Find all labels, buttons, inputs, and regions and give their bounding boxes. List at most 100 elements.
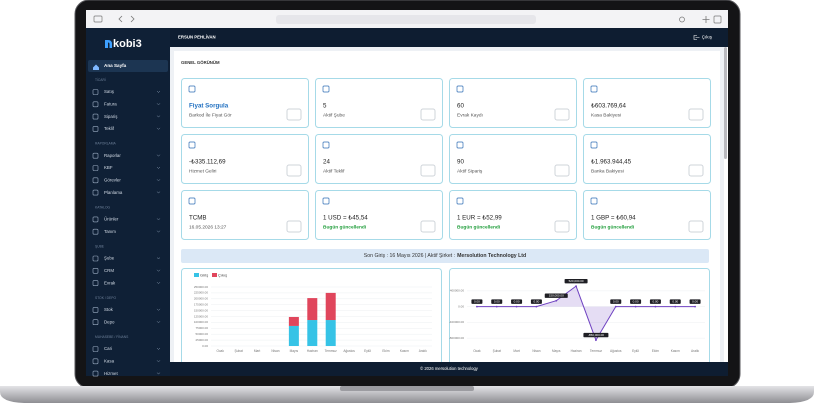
- sidebar-item[interactable]: KBF: [104, 165, 113, 170]
- x-tick-label: Aralık: [419, 349, 428, 353]
- x-tick-label: Ekim: [382, 349, 389, 353]
- line: [476, 285, 696, 342]
- card-label: Bugün güncellendi: [323, 224, 366, 230]
- card-value: 24: [323, 159, 330, 166]
- y-tick-label: 100000.00: [194, 320, 209, 324]
- sidebar-item[interactable]: Hizmet: [104, 371, 118, 376]
- stat-card[interactable]: [181, 190, 309, 240]
- card-value: ₺1.963.944,45: [591, 159, 632, 166]
- point: [555, 299, 558, 302]
- sidebar-toggle[interactable]: [93, 15, 103, 23]
- sidebar-icon: [92, 280, 99, 286]
- point: [654, 305, 657, 308]
- sidebar-item[interactable]: Şube: [104, 256, 115, 261]
- x-tick-label: Mart: [513, 349, 519, 353]
- sidebar: [86, 28, 170, 376]
- sidebar-item[interactable]: Satış: [104, 89, 115, 94]
- sidebar-item[interactable]: Depo: [104, 319, 115, 324]
- sidebar-item[interactable]: Cari: [104, 346, 112, 351]
- card-icon: [188, 85, 196, 93]
- logo: kobi3: [113, 38, 142, 50]
- y-tick-label: 75000.00: [195, 326, 208, 330]
- x-tick-label: Şubat: [493, 349, 501, 353]
- card-watermark: [554, 108, 570, 121]
- stat-card[interactable]: [583, 78, 711, 128]
- stat-card[interactable]: [583, 190, 711, 240]
- x-tick-label: Ağustos: [343, 349, 355, 353]
- value-pill: [511, 299, 523, 304]
- chevron: [156, 191, 161, 194]
- download-icon[interactable]: [679, 16, 685, 23]
- sidebar-icon: [92, 267, 99, 274]
- chevron: [156, 269, 161, 272]
- stat-card[interactable]: [449, 78, 577, 128]
- sidebar-icon: [92, 189, 99, 196]
- stat-card[interactable]: [315, 134, 443, 184]
- stat-card[interactable]: [449, 134, 577, 184]
- stat-card[interactable]: [583, 134, 711, 184]
- card-value: 60: [457, 103, 464, 110]
- sidebar-item[interactable]: Ürünler: [104, 217, 119, 222]
- card-icon: [456, 85, 464, 93]
- point: [515, 305, 518, 308]
- y-tick-label: -400000.00: [449, 320, 465, 324]
- tabs-icon[interactable]: [713, 15, 722, 24]
- value-pill: [471, 299, 483, 304]
- sidebar-item[interactable]: Planlama: [104, 190, 123, 195]
- card-label: 16.05.2026 13:27: [189, 224, 227, 230]
- card-label: Kasa Bakiyesi: [591, 112, 621, 118]
- value-label: 0.00: [652, 299, 658, 303]
- card-value: 1 EUR = ₺52,99: [457, 215, 502, 222]
- logout[interactable]: Çıkış: [702, 35, 713, 40]
- sidebar-section: KATALOG: [95, 205, 111, 209]
- new-tab[interactable]: [702, 16, 710, 23]
- sidebar-item[interactable]: Tanım: [104, 229, 116, 234]
- legend-label[interactable]: Giriş: [200, 272, 208, 277]
- x-tick-label: Ocak: [473, 349, 481, 353]
- sidebar-item[interactable]: Sipariş: [104, 114, 118, 119]
- value-label: 150,000.00: [549, 294, 564, 298]
- sidebar-item[interactable]: Raporlar: [104, 153, 121, 158]
- sidebar-item[interactable]: Görevler: [104, 177, 121, 182]
- card-watermark: [420, 220, 436, 233]
- legend-label[interactable]: Çıkış: [218, 272, 227, 277]
- chevron: [156, 372, 161, 375]
- address-bar[interactable]: [276, 15, 536, 24]
- sidebar-icon: [92, 165, 99, 171]
- y-tick-label: 200000.00: [194, 297, 209, 301]
- card-label: Hizmet Geliri: [189, 168, 216, 174]
- sidebar-item[interactable]: Fatura: [104, 101, 117, 106]
- legend-swatch: [212, 273, 217, 277]
- active-item: [88, 60, 168, 72]
- scrollbar[interactable]: [724, 47, 727, 159]
- stat-card[interactable]: [181, 134, 309, 184]
- sidebar-icon: [92, 113, 99, 120]
- chevron: [156, 308, 161, 311]
- sidebar-item[interactable]: Evrak: [104, 280, 116, 285]
- chevron: [156, 347, 161, 350]
- stat-card[interactable]: [181, 78, 309, 128]
- value-label: 0.00: [692, 299, 698, 303]
- sidebar-item[interactable]: CRM: [104, 268, 114, 273]
- value-pill: [583, 332, 609, 338]
- sidebar-home[interactable]: Ana Sayfa: [104, 63, 127, 68]
- user-name: ERSUN PEHLİVAN: [178, 35, 216, 40]
- card-watermark: [554, 220, 570, 233]
- x-tick-label: Mayıs: [552, 349, 561, 353]
- stat-card[interactable]: [315, 190, 443, 240]
- x-tick-label: Nisan: [271, 349, 279, 353]
- sidebar-item[interactable]: Stok: [104, 307, 114, 312]
- sidebar-item[interactable]: Kasa: [104, 358, 115, 363]
- nav-arrows[interactable]: [118, 15, 135, 23]
- sidebar-item[interactable]: Teklif: [104, 126, 115, 131]
- stat-card[interactable]: [449, 190, 577, 240]
- card-value: TCMB: [189, 215, 207, 222]
- sidebar-section: TİCARİ: [95, 77, 106, 82]
- stat-card[interactable]: [315, 78, 443, 128]
- value-label: 0.00: [533, 299, 539, 303]
- chevron: [156, 103, 161, 106]
- card-value: 1 GBP = ₺60,94: [591, 215, 636, 222]
- sidebar-icon: [92, 307, 99, 313]
